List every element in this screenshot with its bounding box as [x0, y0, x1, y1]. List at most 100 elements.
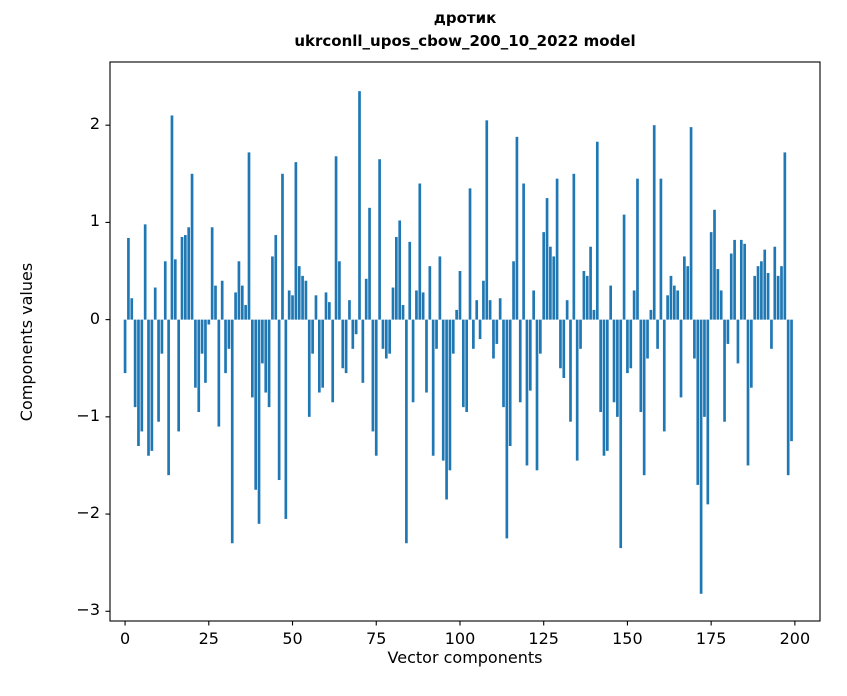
bar [415, 290, 418, 320]
bar [247, 152, 251, 320]
bar [384, 319, 388, 359]
bar [699, 319, 703, 594]
bar [488, 300, 492, 320]
bar [421, 292, 425, 320]
bar [602, 319, 606, 456]
y-tick-label: −2 [76, 503, 100, 523]
bar [508, 319, 512, 447]
bar [267, 319, 271, 408]
bar [592, 309, 596, 320]
bar [445, 319, 448, 500]
bar [123, 319, 127, 374]
bar [703, 319, 706, 417]
bar [197, 319, 201, 412]
bar [766, 272, 770, 320]
bar [528, 319, 532, 391]
y-tick-label: −3 [76, 600, 100, 620]
bar [713, 209, 716, 320]
bar [398, 220, 402, 320]
bar [629, 319, 633, 369]
bar [689, 127, 693, 320]
bar [408, 241, 412, 320]
bar [217, 319, 221, 427]
bar [167, 319, 170, 476]
bar [512, 261, 515, 320]
bar [391, 287, 395, 320]
bar [173, 259, 177, 320]
bar [194, 319, 197, 388]
bar [716, 269, 720, 320]
bar [251, 319, 254, 398]
bar [328, 302, 331, 320]
bar [652, 125, 656, 320]
bar [756, 266, 760, 320]
bar [679, 319, 683, 398]
chart-title: дротик [433, 9, 497, 27]
bar [264, 319, 268, 393]
bar [227, 319, 231, 349]
bar [314, 295, 318, 320]
bar [662, 319, 666, 432]
bar [401, 305, 405, 320]
bar [676, 290, 680, 320]
bar [518, 319, 522, 403]
bar [210, 227, 214, 320]
bar [381, 319, 385, 349]
bar [736, 319, 740, 364]
bar [187, 227, 191, 320]
bar [773, 246, 777, 320]
bar [220, 280, 224, 320]
bar [589, 246, 592, 320]
bar [532, 290, 535, 320]
bar [606, 319, 609, 451]
bar [565, 300, 569, 320]
bar [786, 319, 790, 476]
bar [760, 261, 763, 320]
bar [770, 319, 773, 349]
bar [478, 319, 482, 340]
bar [649, 309, 653, 320]
bar [133, 319, 137, 408]
bar [492, 319, 495, 359]
bar [348, 300, 351, 320]
bar [388, 319, 391, 354]
bar [291, 295, 294, 320]
x-axis-label: Vector components [387, 648, 543, 667]
bar [595, 141, 599, 320]
bar [659, 178, 663, 320]
bar [636, 178, 639, 320]
bar [709, 232, 713, 320]
bar [542, 232, 546, 320]
bar [739, 239, 743, 320]
x-tick-label: 175 [695, 629, 727, 648]
bar [719, 290, 723, 320]
bar [609, 285, 613, 320]
bar [723, 319, 726, 422]
axes-frame [109, 61, 821, 622]
x-tick-label: 125 [528, 629, 559, 648]
bar [622, 214, 626, 320]
bar [790, 319, 793, 442]
bar [358, 91, 361, 320]
bar [672, 285, 676, 320]
bar [696, 319, 700, 485]
bar [451, 319, 455, 354]
bar [277, 319, 281, 481]
bar [153, 287, 157, 320]
bar [261, 319, 264, 364]
bar [344, 319, 348, 374]
bar [549, 246, 552, 320]
bar [572, 173, 576, 320]
bar [160, 319, 164, 354]
bar [666, 295, 669, 320]
y-tick-label: 2 [89, 114, 100, 134]
bar [157, 319, 160, 422]
bar [405, 319, 408, 544]
bar [498, 298, 502, 320]
bar [351, 319, 355, 349]
bar [224, 319, 227, 374]
bar [395, 236, 398, 320]
bar [230, 319, 234, 544]
bar [746, 319, 750, 466]
